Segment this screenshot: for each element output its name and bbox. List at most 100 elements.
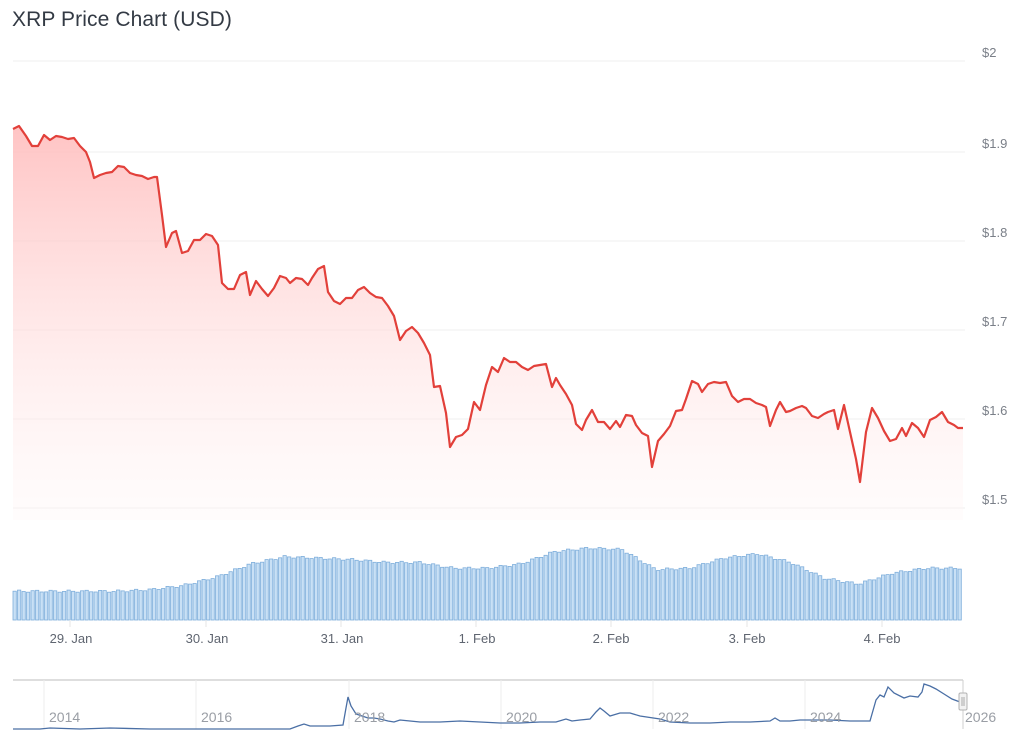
volume-bar	[939, 568, 944, 621]
volume-bar	[854, 583, 859, 621]
navigator-year-label: 2018	[354, 709, 386, 725]
volume-bar	[260, 561, 265, 621]
volume-bar	[831, 578, 836, 621]
volume-bar	[701, 563, 706, 621]
volume-bar	[818, 575, 823, 621]
volume-bar	[732, 555, 737, 621]
volume-bar	[197, 580, 202, 621]
volume-bar	[66, 589, 71, 621]
volume-bar	[494, 566, 499, 621]
volume-bar	[795, 564, 800, 621]
volume-bar	[39, 591, 44, 621]
navigator-year-label: 2024	[810, 709, 842, 725]
volume-bar	[741, 556, 746, 621]
x-axis-label: 2. Feb	[592, 631, 630, 646]
volume-bar	[426, 564, 431, 621]
volume-bar	[570, 549, 575, 621]
volume-bar	[593, 548, 598, 621]
volume-bar	[210, 578, 215, 621]
navigator-handle[interactable]	[958, 692, 968, 711]
volume-bar	[17, 589, 22, 621]
volume-bar	[161, 588, 166, 621]
x-axis-ticks	[69, 620, 883, 627]
volume-bar	[584, 547, 589, 621]
navigator-year-label: 2022	[658, 709, 690, 725]
volume-bar	[912, 568, 917, 621]
volume-bar	[408, 563, 413, 621]
volume-bar	[458, 568, 463, 621]
volume-bar	[840, 582, 845, 621]
volume-bar	[665, 567, 670, 621]
volume-bar	[903, 571, 908, 621]
x-axis-label: 1. Feb	[458, 631, 496, 646]
navigator-series	[13, 683, 961, 730]
volume-bar	[930, 566, 935, 621]
volume-bar	[21, 591, 26, 621]
volume-bar	[444, 566, 449, 621]
volume-bar	[35, 589, 40, 621]
volume-bar	[602, 547, 607, 621]
volume-bar	[386, 561, 391, 621]
volume-bar	[152, 588, 157, 621]
volume-bar	[476, 568, 481, 621]
volume-bar	[926, 568, 931, 621]
volume-bar	[674, 569, 679, 621]
volume-bar	[350, 558, 355, 621]
volume-bar	[525, 561, 530, 621]
volume-bar	[102, 590, 107, 621]
volume-bar	[935, 567, 940, 621]
volume-bar	[431, 563, 436, 621]
volume-bar	[417, 561, 422, 621]
volume-bar	[498, 565, 503, 621]
volume-bar	[786, 561, 791, 621]
volume-bar	[696, 564, 701, 621]
volume-bar	[462, 567, 467, 621]
volume-bar	[863, 580, 868, 621]
volume-bar	[147, 588, 152, 621]
volume-bar	[750, 553, 755, 621]
volume-bar	[615, 547, 620, 621]
volume-bar	[890, 573, 895, 621]
volume-bar	[845, 581, 850, 621]
volume-bar	[224, 574, 229, 621]
volume-bar	[579, 547, 584, 621]
volume-bar	[368, 559, 373, 621]
volume-bar	[264, 559, 269, 621]
volume-bar	[894, 571, 899, 621]
volume-bar	[908, 571, 913, 621]
volume-bar	[768, 556, 773, 621]
volume-bar	[858, 583, 863, 621]
volume-bar	[449, 566, 454, 621]
volume-bar	[800, 566, 805, 621]
volume-bar	[561, 550, 566, 621]
volume-bar	[107, 591, 112, 621]
volume-bar	[669, 568, 674, 621]
volume-bar	[26, 591, 31, 621]
volume-bar	[548, 551, 553, 621]
volume-bar	[282, 555, 287, 621]
price-line	[12, 124, 963, 484]
volume-bar	[516, 562, 521, 621]
volume-bar	[948, 566, 953, 621]
volume-bar	[827, 578, 832, 621]
y-axis-label: $2	[982, 45, 997, 60]
navigator[interactable]	[13, 679, 968, 730]
volume-bar	[773, 559, 778, 621]
volume-bar	[507, 566, 512, 621]
volume-bar	[737, 556, 742, 621]
volume-bar	[165, 586, 170, 621]
volume-bar	[255, 562, 260, 621]
navigator-year-label: 2020	[506, 709, 538, 725]
x-axis-label: 3. Feb	[728, 631, 766, 646]
volume-bar	[242, 567, 247, 621]
volume-bar	[305, 557, 310, 621]
volume-bar	[881, 574, 886, 621]
volume-bar	[728, 556, 733, 621]
volume-bar	[836, 580, 841, 621]
volume-bar	[246, 563, 251, 621]
volume-bar	[341, 559, 346, 621]
volume-bar	[809, 572, 814, 621]
volume-bar	[521, 563, 526, 621]
navigator-year-label: 2014	[49, 709, 81, 725]
